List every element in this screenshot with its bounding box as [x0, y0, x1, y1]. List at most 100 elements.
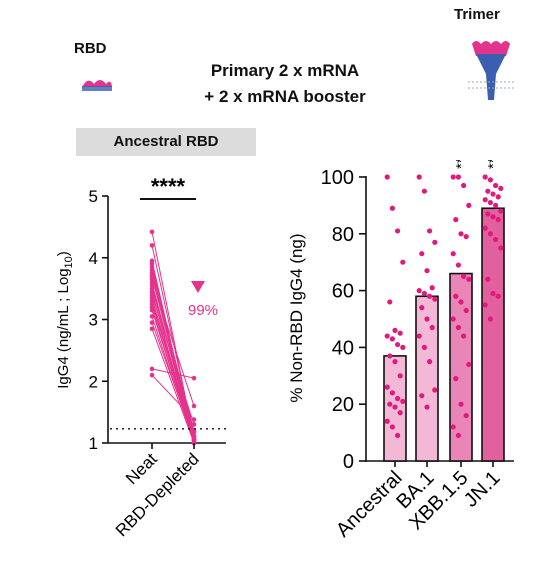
bar-point	[487, 177, 493, 183]
bar-point	[463, 234, 469, 240]
left-y-tick-label: 1	[89, 434, 98, 453]
bar-point	[427, 293, 433, 299]
bar-point	[384, 174, 390, 180]
neat-point	[149, 366, 155, 372]
bar-point	[395, 395, 401, 402]
bar-point	[389, 424, 395, 430]
bar-significance: ****	[453, 160, 470, 169]
study-title: Primary 2 x mRNA + 2 x mRNA booster	[150, 58, 420, 110]
bar-point	[485, 276, 491, 282]
down-triangle-icon	[191, 281, 205, 293]
bar-point	[432, 296, 438, 302]
bar-point	[384, 384, 390, 390]
bar-point	[498, 208, 504, 214]
pair-line	[151, 316, 195, 444]
title-line-2: + 2 x mRNA booster	[204, 87, 366, 106]
left-y-label: IgG4 (ng/mL ; Log10)	[55, 251, 75, 389]
neat-point	[149, 372, 155, 378]
bar-point	[482, 174, 488, 180]
bar-point	[450, 424, 456, 430]
bar-point	[450, 316, 456, 322]
pair-line	[151, 322, 195, 441]
bar-point	[392, 404, 398, 410]
bar-point	[395, 432, 401, 439]
bar-point	[416, 174, 422, 180]
right-y-tick-label: 40	[332, 337, 354, 359]
bar-point	[458, 299, 464, 305]
bar-point	[387, 401, 393, 407]
depleted-point	[191, 375, 197, 381]
neat-point	[149, 326, 155, 332]
bar-point	[461, 273, 467, 279]
bar-point	[490, 214, 496, 220]
bar-point	[432, 239, 438, 245]
neat-point	[149, 307, 155, 313]
depleted-point	[191, 422, 197, 427]
bar-point	[384, 333, 390, 339]
pair-line	[151, 368, 195, 379]
bar-point	[387, 353, 393, 359]
bar-point	[453, 293, 459, 299]
bar-point	[421, 290, 427, 297]
bar-point	[455, 262, 461, 268]
rbd-icon	[82, 80, 112, 91]
neat-point	[149, 243, 155, 248]
bar-point	[427, 359, 433, 365]
right-y-label: % Non-RBD IgG4 (ng)	[287, 233, 306, 402]
pair-line	[151, 303, 195, 437]
bar-point	[429, 285, 435, 291]
bar-point	[463, 412, 469, 419]
bar-point	[389, 390, 395, 396]
bar-point	[461, 333, 467, 339]
pair-line	[151, 279, 195, 407]
bar-point	[429, 324, 435, 331]
bar-point	[493, 236, 499, 243]
bar-point	[453, 376, 459, 382]
bar-point	[419, 251, 425, 257]
bar-point	[493, 202, 499, 208]
bar-point	[389, 205, 395, 211]
bar-point	[466, 361, 472, 368]
right-x-tick-label: JN.1	[460, 467, 505, 512]
bar-point	[455, 324, 461, 331]
bar-point	[392, 327, 398, 333]
bar-point	[455, 174, 461, 180]
bar-point	[392, 359, 398, 365]
bar-point	[498, 245, 504, 251]
bar-point	[427, 228, 433, 234]
neat-point	[149, 320, 155, 325]
bar-point	[424, 268, 430, 274]
bar-point	[455, 432, 461, 439]
right-y-tick-label: 80	[332, 224, 354, 246]
bar-point	[485, 188, 491, 194]
bar-point	[487, 316, 493, 322]
bar-point	[463, 307, 469, 314]
bar-point	[395, 228, 401, 234]
bar-point	[490, 191, 496, 197]
bar-point	[458, 401, 464, 407]
bar-point	[485, 211, 491, 217]
bar-point	[397, 410, 403, 416]
pair-line	[151, 374, 195, 420]
trimer-label: Trimer	[454, 6, 500, 23]
bar-point	[482, 225, 488, 231]
bar-point	[487, 231, 493, 237]
rbd-label: RBD	[74, 40, 107, 57]
bar-point	[421, 188, 427, 194]
bar-point	[466, 276, 472, 282]
bar-point	[458, 231, 464, 237]
bar-point	[395, 341, 401, 348]
left-y-tick-label: 4	[89, 249, 98, 268]
bar-point	[424, 404, 430, 410]
left-y-tick-label: 5	[89, 187, 98, 206]
bar-point	[482, 302, 488, 308]
reduction-label: 99%	[188, 302, 218, 319]
bar-point	[482, 197, 488, 203]
ancestral-rbd-tag: Ancestral RBD	[76, 128, 256, 156]
pair-line	[151, 294, 195, 425]
bar-point	[419, 393, 425, 399]
bar-point	[487, 199, 493, 206]
bar-point	[466, 202, 472, 208]
bar-point	[416, 288, 422, 294]
